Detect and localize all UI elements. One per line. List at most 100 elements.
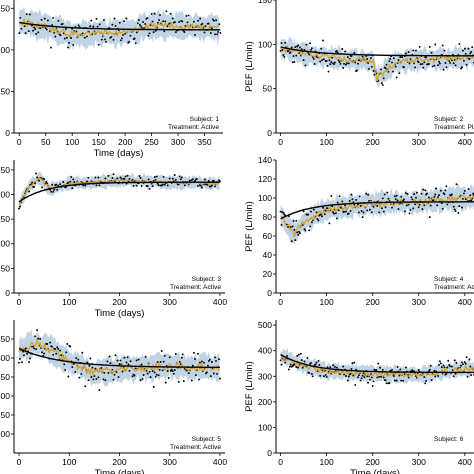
y-tick-label: 100 <box>0 45 10 55</box>
observation-point <box>368 208 371 211</box>
observation-point <box>156 361 159 364</box>
observation-point <box>298 46 301 49</box>
observation-point <box>70 37 73 40</box>
observation-point <box>298 230 300 233</box>
plot-area <box>279 348 474 387</box>
observation-point <box>59 349 62 352</box>
observation-point <box>168 356 171 359</box>
observation-point <box>440 366 443 369</box>
observation-point <box>112 38 115 41</box>
x-tick-label: 300 <box>163 297 177 307</box>
panel-4: 0 100 200 300 400 0 20 40 60 80 100 120 140 PEF (L/mi… <box>244 155 474 307</box>
observation-point <box>417 369 420 371</box>
observation-point <box>166 184 169 187</box>
observation-point <box>219 31 222 34</box>
observation-point <box>32 345 35 348</box>
observation-point <box>434 193 437 196</box>
observation-point <box>392 70 394 73</box>
observation-point <box>321 215 323 218</box>
observation-point <box>468 58 471 60</box>
observation-point <box>349 209 352 212</box>
observation-point <box>54 35 57 38</box>
observation-point <box>41 351 44 354</box>
observation-point <box>97 176 100 179</box>
observation-point <box>347 62 350 65</box>
confidence-band <box>280 348 474 384</box>
observation-point <box>137 358 140 361</box>
observation-point <box>35 33 38 35</box>
observation-point <box>87 379 90 382</box>
observation-point <box>322 206 324 209</box>
x-tick-label: 200 <box>118 137 132 147</box>
plot-area <box>18 6 222 51</box>
observation-point <box>293 60 296 63</box>
observation-point <box>171 17 174 20</box>
observation-point <box>64 369 67 371</box>
observation-point <box>110 35 113 38</box>
observation-point <box>369 57 372 60</box>
observation-point <box>144 23 147 25</box>
observation-point <box>284 361 287 364</box>
observation-point <box>303 228 306 231</box>
observation-point <box>173 174 176 176</box>
subject-annotation: Subject: 5 <box>192 436 222 443</box>
observation-point <box>191 364 194 367</box>
observation-point <box>89 357 92 360</box>
observation-point <box>381 83 384 86</box>
x-tick-label: 200 <box>366 297 380 307</box>
plot-area <box>279 35 474 89</box>
y-tick-label: 300 <box>258 371 272 381</box>
observation-point <box>134 42 137 45</box>
observation-point <box>160 350 163 352</box>
observation-point <box>411 369 414 372</box>
observation-point <box>397 59 400 61</box>
x-tick-label: 0 <box>17 297 22 307</box>
observation-point <box>290 46 293 49</box>
observation-point <box>415 196 417 199</box>
observation-point <box>212 180 215 182</box>
observation-point <box>386 191 389 194</box>
observation-point <box>98 184 101 187</box>
observation-point <box>103 371 106 374</box>
observation-point <box>461 66 463 69</box>
observation-point <box>467 188 470 191</box>
x-tick-label: 150 <box>92 137 106 147</box>
observation-point <box>133 374 136 377</box>
observation-point <box>300 359 303 362</box>
x-tick-label: 200 <box>366 457 380 467</box>
x-tick-label: 400 <box>213 457 227 467</box>
observation-point <box>50 190 53 193</box>
observation-point <box>123 356 126 359</box>
observation-point <box>427 62 430 65</box>
x-tick-label: 100 <box>320 297 334 307</box>
x-tick-label: 300 <box>412 137 426 147</box>
observation-point <box>294 239 297 242</box>
observation-point <box>20 27 23 30</box>
observation-point <box>127 363 130 366</box>
observation-point <box>78 376 81 379</box>
observation-point <box>51 24 54 27</box>
smoothed-line <box>280 194 474 238</box>
x-tick-label: 100 <box>62 297 76 307</box>
y-tick-label: 0 <box>5 288 10 298</box>
observation-point <box>408 62 411 65</box>
observation-point <box>84 385 87 388</box>
observation-point <box>425 380 428 382</box>
observation-point <box>280 42 283 45</box>
observation-point <box>71 187 74 190</box>
observation-point <box>424 382 427 385</box>
y-tick-label: 80 <box>263 212 273 222</box>
observation-point <box>95 377 98 380</box>
observation-point <box>339 62 342 65</box>
observation-point <box>94 367 97 370</box>
x-tick-label: 0 <box>17 457 22 467</box>
observation-point <box>391 206 393 209</box>
observation-point <box>321 59 323 62</box>
observation-point <box>207 359 210 362</box>
observation-point <box>319 374 322 377</box>
observation-point <box>368 378 371 381</box>
observation-point <box>84 184 87 187</box>
observation-point <box>149 376 152 379</box>
observation-point <box>310 372 313 375</box>
observation-point <box>292 55 295 58</box>
